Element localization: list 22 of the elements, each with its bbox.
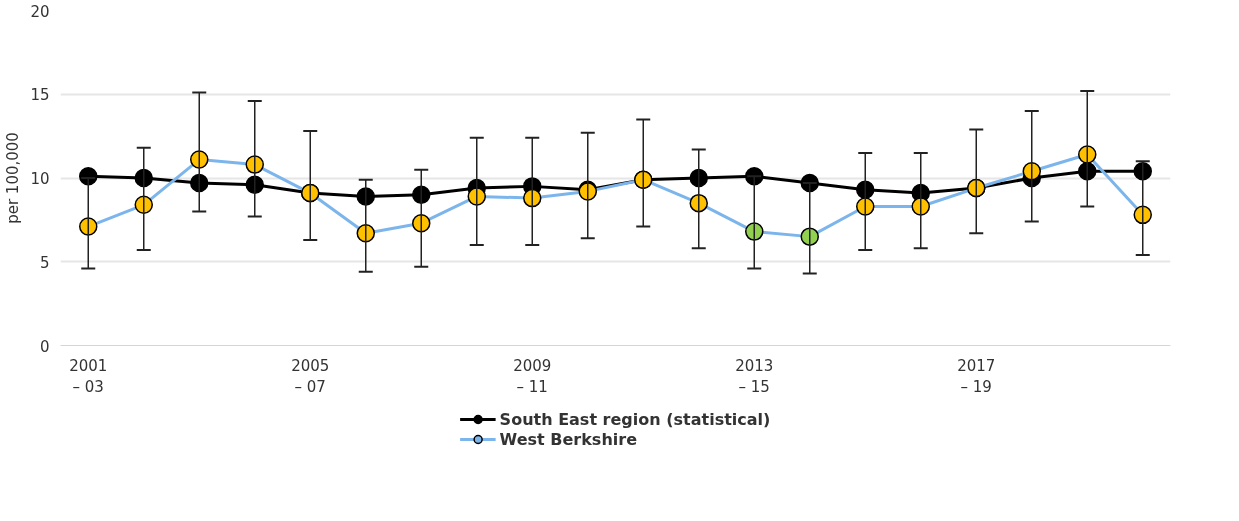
point — [190, 150, 209, 169]
y-axis-title: per 100,000 — [4, 132, 23, 224]
x-tick-label: 2009 – 11 — [513, 356, 552, 397]
x-tick-label: 2017 – 19 — [957, 356, 996, 397]
legend-label: South East region (statistical) — [499, 409, 771, 429]
x-tick-label: 2005 – 07 — [291, 356, 330, 397]
point — [412, 213, 431, 233]
y-tick-label: 5 — [39, 253, 50, 272]
x-tick-label: 2013 – 15 — [735, 356, 774, 397]
x-tick-label: 2001 – 03 — [69, 356, 108, 397]
y-tick-label: 15 — [30, 86, 50, 105]
y-tick-label: 10 — [30, 170, 50, 188]
y-tick-label: 0 — [39, 337, 50, 356]
point — [1078, 145, 1097, 164]
legend-label: West Berkshire — [499, 429, 638, 449]
point — [856, 197, 875, 216]
point — [523, 188, 542, 208]
point — [745, 222, 764, 241]
point — [190, 173, 209, 193]
point — [79, 217, 98, 236]
y-tick-label: 20 — [30, 2, 50, 21]
point — [412, 185, 431, 204]
